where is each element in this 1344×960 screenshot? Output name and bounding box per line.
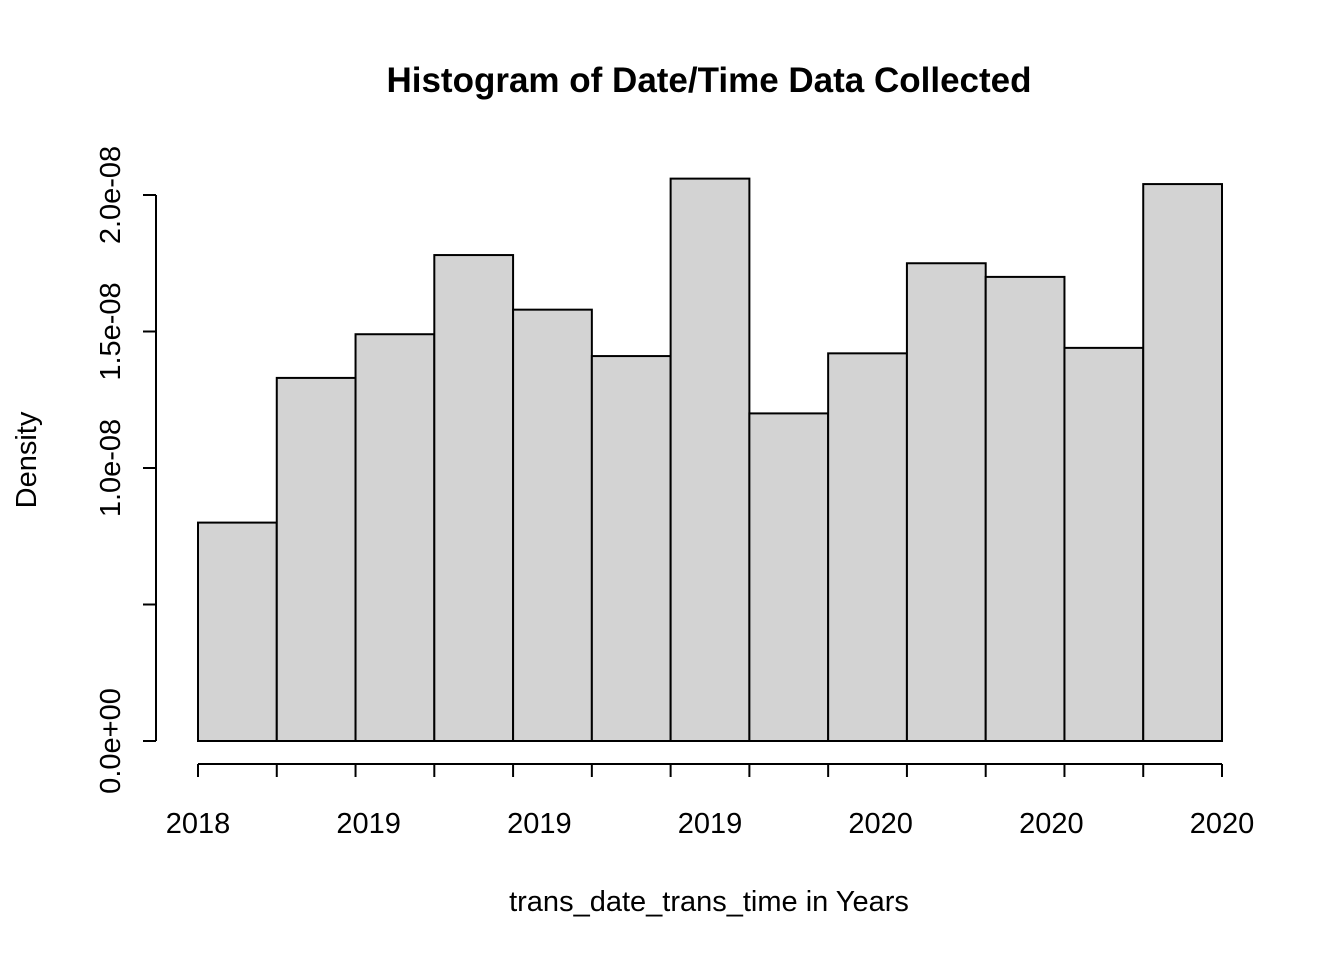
histogram-bar <box>590 355 672 742</box>
histogram-bar <box>1063 346 1145 742</box>
histogram-bar <box>275 376 357 742</box>
histogram-bar <box>433 254 515 742</box>
histogram-bar <box>1142 183 1223 742</box>
bars-group <box>197 177 1223 742</box>
x-tick-label: 2020 <box>1019 808 1084 840</box>
x-axis: 2018 2019 2019 2019 2020 2020 2020 <box>166 763 1255 840</box>
y-axis-label: Density <box>11 411 43 508</box>
x-tick-label: 2020 <box>1190 808 1255 840</box>
histogram-bar <box>354 333 436 742</box>
histogram-bar <box>827 352 908 742</box>
x-axis-label: trans_date_trans_time in Years <box>509 886 909 918</box>
histogram-bar <box>669 177 751 742</box>
x-tick-label: 2019 <box>678 808 743 840</box>
histogram-bar <box>748 412 830 742</box>
histogram-bar <box>984 275 1066 742</box>
histogram-bar <box>512 308 593 742</box>
histogram-bar <box>905 262 987 742</box>
y-tick-label: 1.0e-08 <box>95 419 127 517</box>
x-tick-label: 2019 <box>336 808 401 840</box>
x-tick-label: 2018 <box>166 808 231 840</box>
chart-title: Histogram of Date/Time Data Collected <box>386 61 1031 100</box>
histogram-bar <box>197 521 278 742</box>
x-tick-label: 2020 <box>848 808 913 840</box>
y-tick-label: 2.0e-08 <box>95 146 127 244</box>
y-tick-label: 1.5e-08 <box>95 282 127 380</box>
x-tick-label: 2019 <box>507 808 572 840</box>
y-tick-label: 0.0e+00 <box>95 688 127 794</box>
y-axis: 0.0e+00 1.0e-08 1.5e-08 2.0e-08 <box>95 146 157 794</box>
